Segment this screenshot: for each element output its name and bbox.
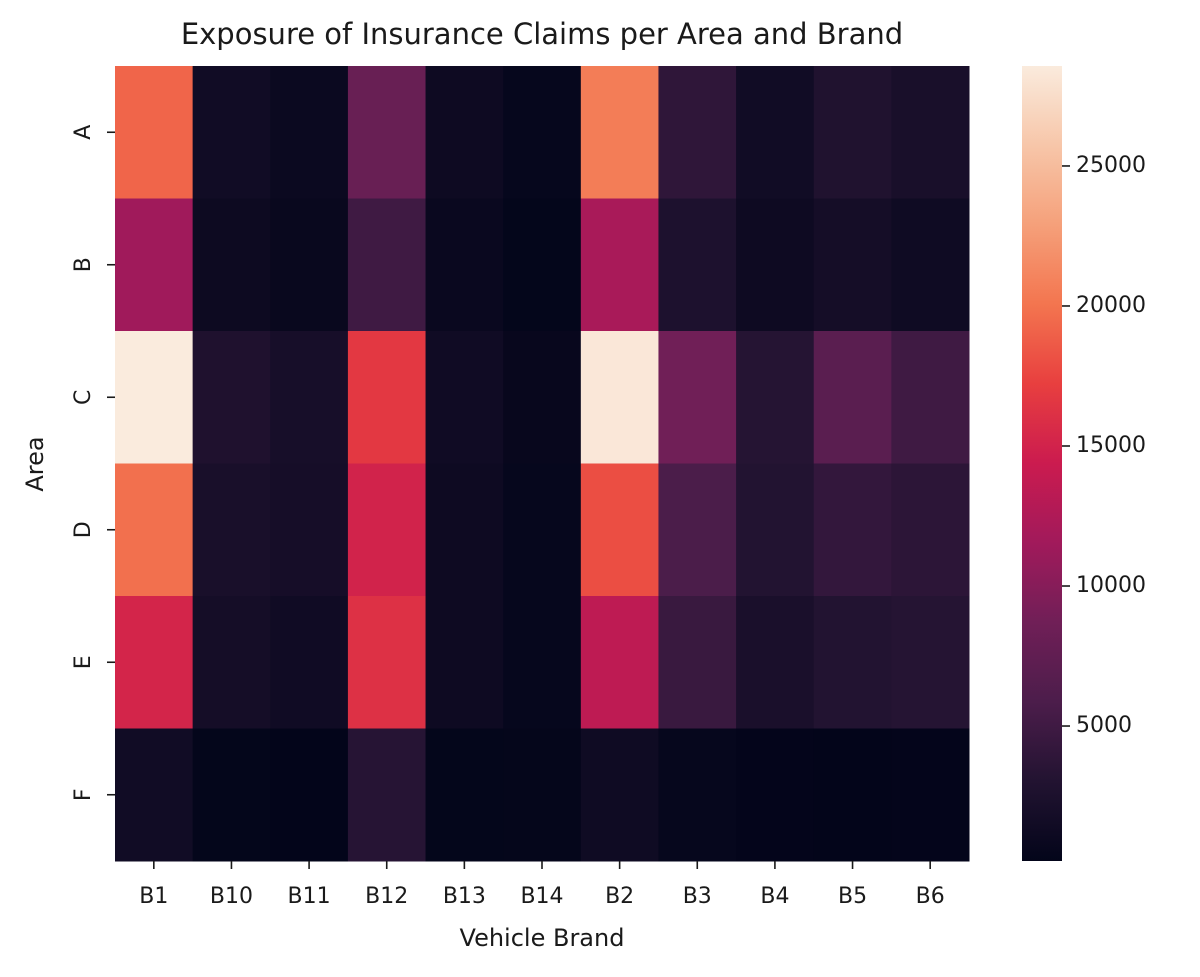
heatmap-cell — [736, 198, 815, 332]
heatmap-cell — [503, 66, 582, 199]
heatmap-cell — [580, 331, 659, 464]
colorbar-tick-label: 25000 — [1076, 153, 1146, 178]
y-tick-label: B — [71, 257, 96, 272]
heatmap-cell — [115, 463, 194, 597]
x-tick-label: B14 — [520, 884, 563, 909]
heatmap-cell — [503, 463, 582, 597]
heatmap-cell — [192, 463, 271, 597]
heatmap-cell — [503, 596, 582, 729]
y-tick-label: D — [71, 521, 96, 538]
y-tick-label: A — [71, 125, 96, 140]
heatmap-cell — [658, 463, 737, 597]
heatmap-cell — [813, 331, 892, 464]
x-axis-label: Vehicle Brand — [460, 924, 625, 952]
x-tick-label: B2 — [605, 884, 634, 909]
heatmap-cell — [813, 66, 892, 199]
x-tick-label: B6 — [916, 884, 945, 909]
x-tick-label: B11 — [288, 884, 331, 909]
colorbar-tick-label: 15000 — [1076, 433, 1146, 458]
heatmap-cell — [891, 728, 970, 862]
x-tick-label: B12 — [365, 884, 408, 909]
heatmap-cell — [736, 66, 815, 199]
heatmap-cell — [891, 198, 970, 332]
heatmap-cell — [192, 198, 271, 332]
heatmap-cell — [813, 463, 892, 597]
heatmap-cell — [347, 331, 427, 464]
heatmap-cell — [347, 728, 427, 862]
heatmap-cell — [115, 728, 194, 862]
heatmap-cell — [736, 463, 815, 597]
x-tick-label: B10 — [210, 884, 253, 909]
heatmap-cell — [580, 728, 659, 862]
x-tick-label: B1 — [139, 884, 168, 909]
y-tick-label: E — [71, 655, 96, 669]
heatmap-cell — [270, 596, 349, 729]
heatmap-cell — [580, 198, 659, 332]
heatmap-cell — [270, 331, 349, 464]
heatmap-cell — [192, 331, 271, 464]
heatmap-cell — [347, 463, 427, 597]
heatmap-cell — [270, 728, 349, 862]
heatmap-cell — [192, 728, 271, 862]
heatmap-cell — [425, 198, 504, 332]
heatmap-cell — [270, 66, 349, 199]
colorbar-tick-label: 20000 — [1076, 293, 1146, 318]
heatmap-cell — [891, 463, 970, 597]
y-tick-label: F — [71, 788, 96, 801]
heatmap-cell — [425, 331, 504, 464]
heatmap-cell — [115, 596, 194, 729]
heatmap-cell — [425, 596, 504, 729]
x-tick-label: B4 — [760, 884, 789, 909]
heatmap-cell — [192, 596, 271, 729]
heatmap-cell — [736, 331, 815, 464]
heatmap-cell — [270, 198, 349, 332]
heatmap-cell — [425, 728, 504, 862]
heatmap-cell — [580, 463, 659, 597]
heatmap-cell — [115, 66, 194, 199]
heatmap-cell — [115, 331, 194, 464]
heatmap-cell — [503, 728, 582, 862]
heatmap-cell — [658, 66, 737, 199]
colorbar-tick-label: 5000 — [1076, 713, 1132, 738]
heatmap-cell — [580, 596, 659, 729]
heatmap-cell — [813, 728, 892, 862]
heatmap-cell — [658, 728, 737, 862]
heatmap-cell — [503, 331, 582, 464]
heatmap-cell — [813, 198, 892, 332]
chart-title: Exposure of Insurance Claims per Area an… — [181, 17, 903, 51]
heatmap-cell — [891, 66, 970, 199]
heatmap-cell — [736, 728, 815, 862]
heatmap-cell — [347, 66, 427, 199]
colorbar — [1022, 66, 1062, 861]
heatmap-cell — [347, 198, 427, 332]
heatmap-cell — [891, 596, 970, 729]
heatmap-cell — [813, 596, 892, 729]
heatmap-cell — [425, 66, 504, 199]
y-axis-label: Area — [21, 436, 49, 491]
heatmap-cell — [580, 66, 659, 199]
heatmap-cell — [115, 198, 194, 332]
x-tick-label: B5 — [838, 884, 867, 909]
heatmap-cell — [270, 463, 349, 597]
x-tick-label: B13 — [443, 884, 486, 909]
heatmap-cell — [347, 596, 427, 729]
heatmap-cell — [658, 596, 737, 729]
heatmap-cell — [891, 331, 970, 464]
x-tick-label: B3 — [683, 884, 712, 909]
y-tick-label: C — [71, 390, 96, 405]
heatmap-cell — [425, 463, 504, 597]
heatmap-cell — [658, 198, 737, 332]
heatmap-cell — [736, 596, 815, 729]
heatmap-cell — [503, 198, 582, 332]
heatmap-cell — [658, 331, 737, 464]
heatmap-cell — [192, 66, 271, 199]
colorbar-tick-label: 10000 — [1076, 573, 1146, 598]
